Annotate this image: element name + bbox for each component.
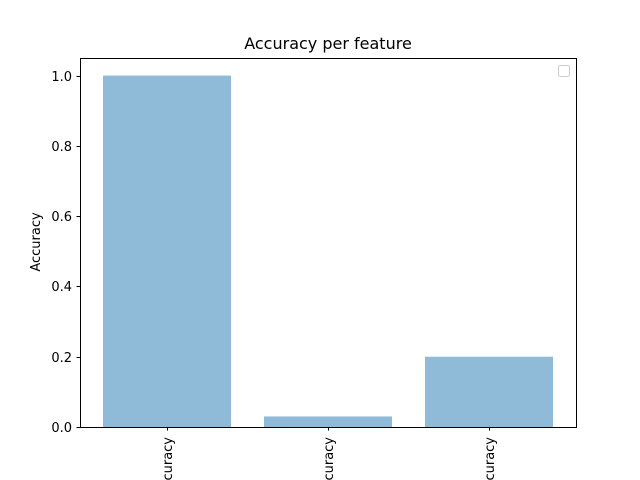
y-tick-label-0: 0.0 bbox=[51, 421, 72, 436]
chart-title: Accuracy per feature bbox=[244, 34, 412, 53]
y-tick-label-5: 1.0 bbox=[51, 70, 72, 85]
x-tick-label-3: accuracy bbox=[483, 437, 498, 480]
bar-1 bbox=[103, 75, 231, 428]
x-tick-label-1: accuracy bbox=[161, 437, 176, 480]
y-tick-label-4: 0.8 bbox=[51, 140, 72, 155]
y-tick-label-1: 0.2 bbox=[51, 351, 72, 366]
y-tick-label-2: 0.4 bbox=[51, 280, 72, 295]
plot-area: 0.0 0.2 0.4 0.6 0.8 1.0 accuracy accuracy accura… bbox=[51, 58, 577, 480]
bar-2 bbox=[264, 416, 392, 427]
y-tick-label-3: 0.6 bbox=[51, 210, 72, 225]
legend-box bbox=[558, 65, 570, 77]
x-tick-label-2: accuracy bbox=[322, 437, 337, 480]
bar-3 bbox=[425, 356, 553, 427]
y-axis-label: Accuracy bbox=[29, 212, 44, 272]
